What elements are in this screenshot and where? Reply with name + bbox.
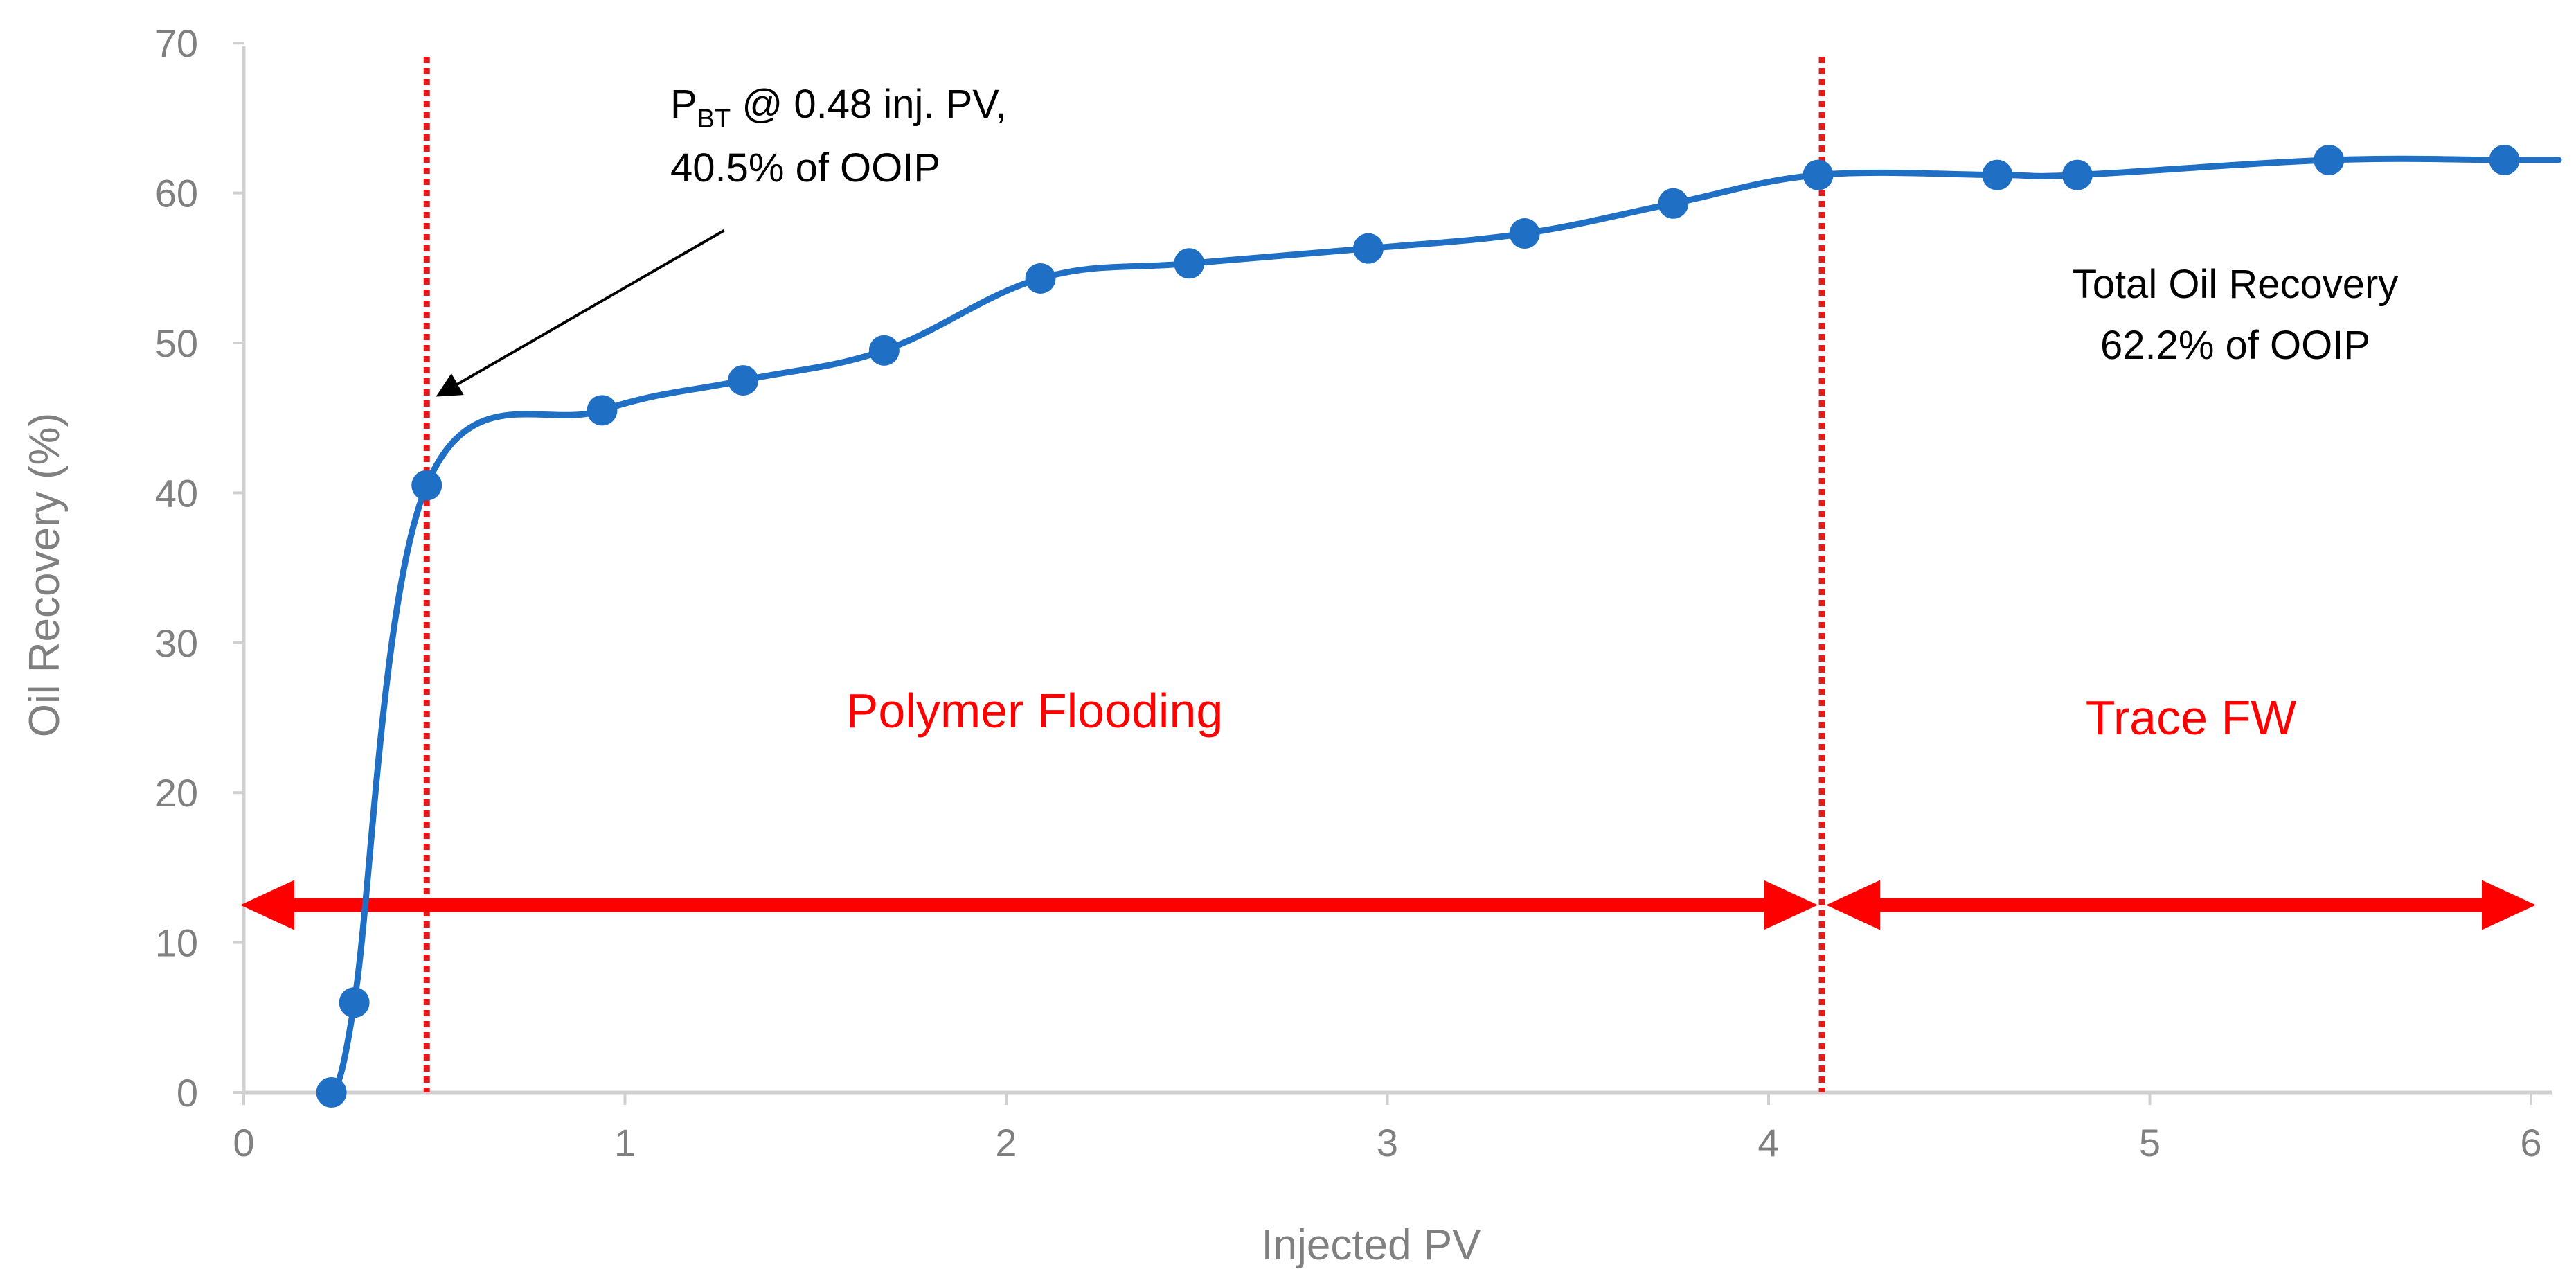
y-tick-label: 20 [155,771,198,815]
data-point [339,987,370,1018]
data-point [1174,248,1205,279]
data-point [2314,144,2345,175]
data-point [1803,159,1834,190]
y-axis-ticks: 0 10 20 30 40 50 60 70 [155,21,244,1115]
data-point [868,335,900,366]
polymer-flooding-label: Polymer Flooding [846,684,1224,738]
data-point [316,1077,347,1108]
x-tick-label: 5 [2139,1121,2161,1164]
range-arrow-head-left [1826,880,1881,930]
range-arrow-head-left [240,880,294,930]
data-point [2489,144,2520,175]
data-point [1352,233,1384,264]
data-point [728,365,759,396]
x-tick-label: 4 [1757,1121,1779,1164]
breakthrough-subscript: BT [697,105,731,134]
breakthrough-arrow [436,229,725,397]
breakthrough-line1-rest: @ 0.48 inj. PV, [731,82,1007,127]
range-arrows [240,880,2536,930]
breakthrough-annotation-line1: PBT @ 0.48 inj. PV, [670,82,1007,134]
x-tick-label: 1 [614,1121,636,1164]
y-tick-label: 30 [155,621,198,665]
y-axis-title: Oil Recovery (%) [21,413,69,738]
y-tick-label: 50 [155,321,198,365]
data-point [411,470,442,501]
range-arrow-shaft [1879,898,2483,912]
axes [242,46,2552,1095]
breakthrough-p: P [670,82,697,127]
y-tick-label: 40 [155,471,198,515]
data-point [2061,159,2093,190]
series-layer [316,144,2562,1108]
y-tick-label: 0 [177,1071,198,1115]
data-point [1025,263,1056,294]
data-point [587,395,618,426]
x-tick-label: 0 [233,1121,254,1164]
x-axis-ticks: 0 1 2 3 4 5 6 [233,1092,2542,1164]
x-tick-label: 6 [2520,1121,2541,1164]
y-tick-label: 60 [155,172,198,215]
range-arrow-head-right [2482,880,2536,930]
x-tick-label: 2 [995,1121,1017,1164]
trace-fw-label: Trace FW [2086,691,2297,745]
x-axis-title: Injected PV [1261,1221,1481,1269]
x-tick-label: 3 [1377,1121,1398,1164]
total-recovery-annotation-line1: Total Oil Recovery [2073,262,2399,307]
y-tick-label: 10 [155,921,198,965]
total-recovery-annotation-line2: 62.2% of OOIP [2100,323,2370,368]
data-point [1509,218,1540,249]
range-arrow-shaft [293,898,1766,912]
data-point [1658,188,1689,219]
range-arrow-head-right [1764,880,1818,930]
y-tick-label: 70 [155,21,198,65]
oil-recovery-points [316,144,2520,1108]
reference-lines [423,57,1825,1092]
data-point [1982,159,2013,190]
breakthrough-annotation-line2: 40.5% of OOIP [670,145,940,190]
